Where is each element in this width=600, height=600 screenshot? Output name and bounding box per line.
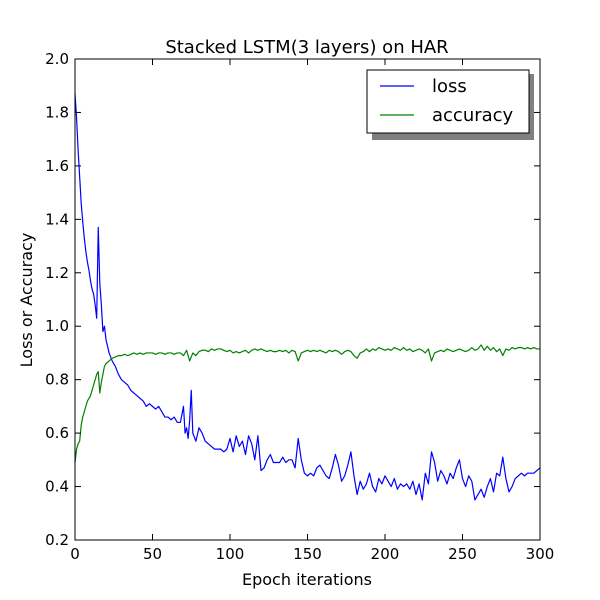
- x-tick-label: 150: [293, 545, 322, 563]
- x-tick-label: 200: [371, 545, 400, 563]
- series-line-loss: [74, 93, 541, 501]
- legend-label-accuracy: accuracy: [432, 105, 514, 126]
- y-axis-label: Loss or Accuracy: [17, 233, 36, 368]
- y-tick-label: 1.6: [45, 157, 69, 175]
- y-tick-label: 1.2: [45, 264, 69, 282]
- x-tick-label: 0: [70, 545, 80, 563]
- y-tick-label: 0.6: [45, 424, 69, 442]
- y-tick-label: 1.4: [45, 210, 69, 228]
- y-tick-label: 0.4: [45, 478, 69, 496]
- legend-label-loss: loss: [432, 76, 467, 97]
- ticks-layer: 0 50 100 150 200 250 300 0.2 0.4 0.6 0.8 1.0 1.2 1.4 1…: [45, 50, 554, 563]
- series-layer: [74, 93, 541, 501]
- y-tick-label: 0.2: [45, 531, 69, 549]
- y-tick-label: 1.0: [45, 317, 69, 335]
- x-tick-label: 300: [526, 545, 555, 563]
- x-axis-label: Epoch iterations: [242, 570, 372, 589]
- x-tick-label: 50: [143, 545, 162, 563]
- chart-title: Stacked LSTM(3 layers) on HAR: [165, 37, 448, 58]
- legend-box: [366, 69, 530, 134]
- y-tick-label: 0.8: [45, 371, 69, 389]
- y-tick-label: 1.8: [45, 103, 69, 121]
- legend: loss accuracy: [366, 69, 534, 140]
- x-tick-label: 250: [448, 545, 477, 563]
- series-line-accuracy: [74, 344, 540, 463]
- x-tick-label: 100: [216, 545, 245, 563]
- plot-frame: [74, 58, 541, 541]
- y-tick-label: 2.0: [45, 50, 69, 68]
